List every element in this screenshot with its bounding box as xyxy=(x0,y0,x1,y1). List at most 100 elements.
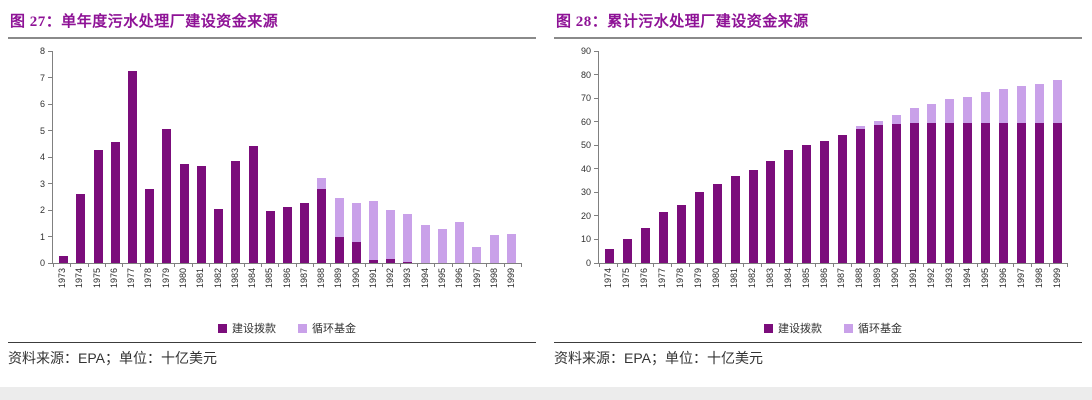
stacked-bar-1996 xyxy=(999,88,1009,263)
bar-segment xyxy=(334,198,344,237)
x-axis-label: 1984 xyxy=(782,268,793,289)
stacked-bar-1990 xyxy=(351,203,361,263)
stacked-bar-1986 xyxy=(282,207,292,263)
bar-segment xyxy=(855,128,865,263)
y-tick-label: 20 xyxy=(581,211,598,221)
bar-segment xyxy=(369,200,379,261)
stacked-bar-1989 xyxy=(873,120,883,263)
x-axis-label: 1975 xyxy=(621,268,632,289)
stacked-bar-1981 xyxy=(730,175,740,263)
stacked-bar-1994 xyxy=(420,224,430,263)
x-axis-label: 1982 xyxy=(212,268,223,289)
bar-segment xyxy=(712,184,722,263)
bar-segment xyxy=(403,214,413,262)
bar-segment xyxy=(981,122,991,263)
stacked-bar-1991 xyxy=(909,107,919,263)
plot-area xyxy=(598,51,1068,264)
x-tick-mark xyxy=(941,264,942,267)
x-tick-mark xyxy=(923,264,924,267)
bar-chart: 0 10 20 30 40 50 60 70 80 90 1974 1975 1976 1977 1978… xyxy=(554,46,1082,310)
x-tick-mark xyxy=(1049,264,1050,267)
panel-cumulative-funding-chart: 图 28：累计污水处理厂建设资金来源 0 10 20 30 40 50 60 70 80 90 1… xyxy=(546,0,1092,368)
x-axis-label: 1991 xyxy=(367,268,378,289)
x-tick-mark xyxy=(959,264,960,267)
bar-segment xyxy=(231,160,241,263)
legend-item-revolving: 循环基金 xyxy=(298,320,356,336)
bar-slot-1998 xyxy=(485,51,502,263)
bar-segment xyxy=(963,96,973,123)
x-tick-mark xyxy=(243,264,245,267)
bar-slot-1979 xyxy=(690,51,708,263)
stacked-bar-1985 xyxy=(265,211,275,263)
bar-slot-1974 xyxy=(72,51,89,263)
x-axis-label: 1986 xyxy=(281,268,292,289)
x-axis-label: 1990 xyxy=(350,268,361,289)
bar-slot-1988 xyxy=(313,51,330,263)
stacked-bar-1998 xyxy=(1034,84,1044,263)
stacked-bar-1987 xyxy=(300,203,310,263)
bar-slot-1986 xyxy=(816,51,834,263)
bar-slot-1997 xyxy=(468,51,485,263)
x-axis-label: 1985 xyxy=(800,268,811,289)
bar-segment xyxy=(76,194,86,263)
bar-segment xyxy=(420,224,430,263)
x-axis-label: 1983 xyxy=(764,268,775,289)
y-tick-label: 50 xyxy=(581,140,598,150)
x-axis-label: 1992 xyxy=(385,268,396,289)
revolving-swatch-icon xyxy=(298,323,307,333)
stacked-bar-1997 xyxy=(472,247,482,263)
bar-slot-1992 xyxy=(923,51,941,263)
legend-revolving-label: 循环基金 xyxy=(312,323,356,335)
y-tick-label: 60 xyxy=(581,117,598,127)
x-tick-mark xyxy=(87,264,89,267)
x-tick-mark xyxy=(815,264,816,267)
figure-title: 图 28：累计污水处理厂建设资金来源 xyxy=(554,8,1082,39)
stacked-bar-1998 xyxy=(489,235,499,263)
grant-swatch-icon xyxy=(764,323,773,333)
x-axis-label: 1987 xyxy=(836,268,847,289)
x-tick-mark xyxy=(689,264,690,267)
bar-segment xyxy=(1052,80,1062,123)
x-axis-label: 1974 xyxy=(603,268,614,289)
y-tick-label: 4 xyxy=(40,152,52,162)
x-tick-mark xyxy=(520,264,522,267)
bar-segment xyxy=(300,203,310,263)
bar-segment xyxy=(963,122,973,263)
bar-segment xyxy=(694,192,704,263)
bar-slot-1998 xyxy=(1030,51,1048,263)
bar-slot-1982 xyxy=(744,51,762,263)
stacked-bar-1986 xyxy=(820,140,830,263)
x-tick-mark xyxy=(53,264,54,267)
x-axis-label: 1999 xyxy=(1051,268,1062,289)
bar-slot-1975 xyxy=(89,51,106,263)
x-axis-label: 1988 xyxy=(854,268,865,289)
stacked-bar-1984 xyxy=(248,146,258,263)
stacked-bar-1988 xyxy=(317,178,327,263)
bar-slot-1973 xyxy=(55,51,72,263)
bar-slot-1990 xyxy=(348,51,365,263)
bar-segment xyxy=(623,239,633,263)
bar-slot-1987 xyxy=(834,51,852,263)
bar-slot-1996 xyxy=(451,51,468,263)
y-axis: 0 1 2 3 4 5 6 7 8 xyxy=(8,46,52,268)
x-tick-mark xyxy=(295,264,297,267)
legend-grant-label: 建设拨款 xyxy=(778,323,822,335)
bar-slot-1985 xyxy=(798,51,816,263)
x-tick-mark xyxy=(486,264,488,267)
stacked-bar-1976 xyxy=(110,142,120,263)
figure-number-label: 图 28： xyxy=(556,14,608,30)
bar-segment xyxy=(766,160,776,263)
bar-segment xyxy=(891,124,901,263)
x-axis-label: 1977 xyxy=(126,268,137,289)
source-note: 资料来源：EPA；单位：十亿美元 xyxy=(554,350,763,367)
bar-slot-1983 xyxy=(762,51,780,263)
x-tick-mark xyxy=(743,264,744,267)
x-tick-mark xyxy=(399,264,401,267)
x-tick-mark xyxy=(208,264,210,267)
bar-segment xyxy=(403,261,413,263)
bar-segment xyxy=(677,205,686,263)
figure-title-text: 累计污水处理厂建设资金来源 xyxy=(607,13,809,30)
y-tick-label: 70 xyxy=(581,93,598,103)
